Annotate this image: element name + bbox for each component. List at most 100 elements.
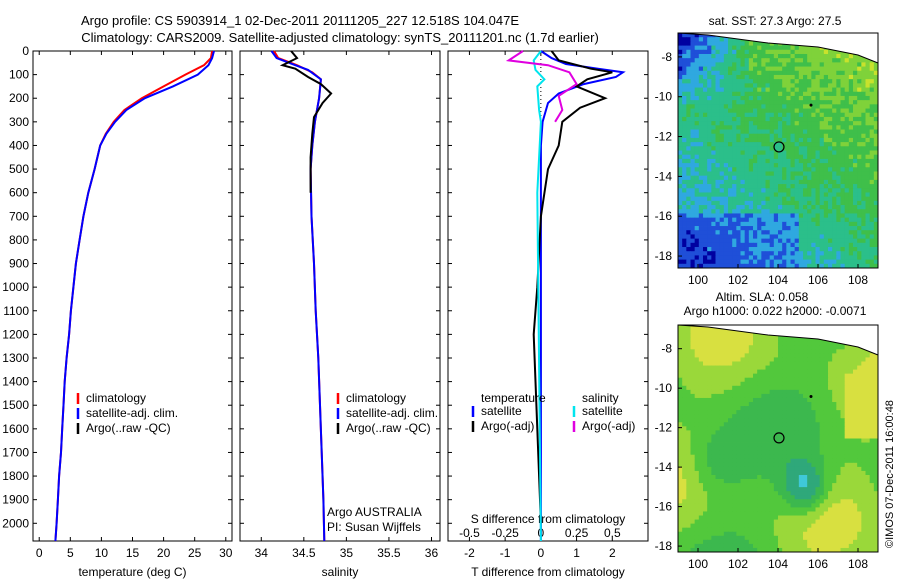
sla-map-cell [749, 443, 754, 447]
sst-map-cell [686, 138, 691, 143]
sla-map-cell [774, 422, 779, 426]
sla-map-cell [707, 491, 712, 495]
sst-map-cell [728, 176, 733, 181]
sst-map-cell [866, 222, 871, 227]
sla-map-cell [745, 495, 750, 499]
sst-map-cell [845, 251, 850, 256]
sla-map-cell [695, 382, 700, 386]
sst-map-cell [849, 243, 854, 248]
sla-map-cell [824, 357, 829, 361]
sst-map-cell [753, 247, 758, 252]
sla-map-cell [853, 370, 858, 374]
sst-map-cell [711, 88, 716, 93]
sst-map-cell [691, 142, 696, 147]
sst-map-cell [678, 180, 683, 185]
sst-map-cell [824, 88, 829, 93]
sla-map-cell [682, 386, 687, 390]
sst-map-cell [774, 260, 779, 265]
sst-map-cell [866, 92, 871, 97]
sla-map-cell [699, 495, 704, 499]
sla-map-cell [828, 451, 833, 455]
sla-map-cell [861, 451, 866, 455]
sla-map-cell [836, 378, 841, 382]
sla-map-cell [699, 439, 704, 443]
sst-map-cell [686, 121, 691, 126]
sst-map-cell [836, 146, 841, 151]
sla-map-cell [678, 341, 683, 345]
sla-map-cell [774, 426, 779, 430]
sla-map-cell [795, 483, 800, 487]
sst-map-cell [820, 75, 825, 80]
sst-map-cell [761, 46, 766, 51]
sst-map-cell [728, 134, 733, 139]
sla-map-cell [686, 374, 691, 378]
sla-map-cell [695, 434, 700, 438]
sla-map-cell [849, 390, 854, 394]
sla-map-cell [770, 378, 775, 382]
sla-map-cell [691, 410, 696, 414]
sla-map-cell [866, 414, 871, 418]
sst-map-cell [741, 100, 746, 105]
sst-map-cell [836, 205, 841, 210]
sst-map-cell [724, 92, 729, 97]
sst-map-cell [799, 230, 804, 235]
sst-map-cell [761, 222, 766, 227]
sst-map-cell [686, 234, 691, 239]
sst-map-cell [836, 251, 841, 256]
sst-map-cell [845, 159, 850, 164]
sla-map-cell [699, 382, 704, 386]
sst-map-cell [845, 75, 850, 80]
sla-map-cell [703, 434, 708, 438]
sla-map-cell [828, 382, 833, 386]
sla-map-cell [820, 357, 825, 361]
sst-map-cell [866, 62, 871, 67]
sla-map-cell [778, 337, 783, 341]
sst-map-cell [799, 239, 804, 244]
sst-map-cell [682, 251, 687, 256]
sla-map-cell [816, 455, 821, 459]
sla-map-cell [857, 374, 862, 378]
sla-map-cell [836, 414, 841, 418]
sst-map-cell [728, 184, 733, 189]
sla-map-cell [816, 479, 821, 483]
sst-map-cell [720, 239, 725, 244]
sst-map-cell [732, 197, 737, 202]
sst-map-cell [845, 79, 850, 84]
sla-map-cell [816, 463, 821, 467]
sst-map-cell [824, 83, 829, 88]
sla-map-cell [807, 378, 812, 382]
sla-map-cell [841, 378, 846, 382]
sst-map-cell [736, 92, 741, 97]
sst-map-cell [720, 218, 725, 223]
sst-map-cell [732, 79, 737, 84]
sst-map-cell [707, 109, 712, 114]
sla-map-cell [816, 398, 821, 402]
sst-map-cell [857, 155, 862, 160]
sla-map-cell [749, 455, 754, 459]
sla-map-cell [845, 398, 850, 402]
sst-map-cell [732, 222, 737, 227]
sst-map-cell [732, 171, 737, 176]
sst-map-cell [782, 54, 787, 59]
sst-map-cell [711, 230, 716, 235]
sla-map-cell [816, 439, 821, 443]
sst-map-cell [728, 75, 733, 80]
sst-map-cell [736, 125, 741, 130]
sst-map-cell [691, 130, 696, 135]
sla-map-cell [849, 447, 854, 451]
sst-map-cell [753, 100, 758, 105]
sst-map-cell [824, 222, 829, 227]
sst-map-cell [845, 104, 850, 109]
sla-map-cell [761, 402, 766, 406]
sst-map-cell [732, 109, 737, 114]
sst-map-cell [799, 151, 804, 156]
sst-map-cell [703, 260, 708, 265]
sst-map-cell [849, 54, 854, 59]
sst-map-cell [866, 260, 871, 265]
sst-map-cell [799, 100, 804, 105]
temperature-ytick-label: 2000 [2, 516, 29, 530]
sst-map-cell [849, 125, 854, 130]
sla-map-cell [736, 349, 741, 353]
sst-map-cell [716, 104, 721, 109]
sst-map-cell [749, 100, 754, 105]
